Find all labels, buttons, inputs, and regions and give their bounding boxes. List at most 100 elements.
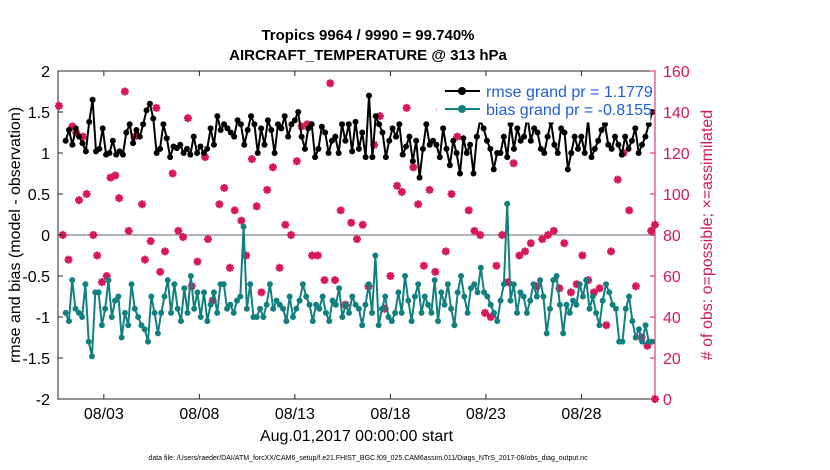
bias-point	[171, 281, 178, 288]
rmse-point	[622, 133, 629, 140]
bias-point	[131, 305, 138, 312]
bias-point	[586, 305, 593, 312]
obs-count-marker	[64, 255, 73, 264]
obs-dot	[443, 249, 449, 254]
rmse-point	[423, 121, 430, 128]
obs-dot	[645, 343, 650, 348]
rmse-point	[79, 140, 86, 147]
bias-point	[395, 289, 402, 296]
obs-count-marker	[225, 263, 234, 272]
rmse-point	[298, 133, 305, 140]
obs-count-marker	[287, 231, 296, 239]
rmse-point	[312, 154, 319, 161]
obs-dot	[122, 89, 128, 94]
rmse-point	[106, 150, 113, 156]
rmse-point	[150, 115, 157, 122]
rmse-point	[214, 113, 221, 120]
obs-dot	[185, 115, 191, 121]
rmse-point	[325, 150, 332, 156]
bias-point	[273, 297, 280, 304]
bias-point	[599, 297, 606, 304]
obs-dot	[217, 202, 222, 207]
rmse-point	[234, 117, 241, 124]
obs-count-marker	[425, 185, 434, 194]
left-y-tick-label: 0	[41, 228, 50, 245]
rmse-point	[177, 141, 184, 148]
obs-count-marker	[549, 226, 558, 235]
right-y-tick-label: 40	[663, 310, 681, 327]
rmse-point	[190, 133, 197, 140]
obs-count-marker	[120, 87, 129, 96]
obs-count-marker	[152, 103, 161, 112]
rmse-point	[487, 145, 494, 152]
rmse-point	[295, 109, 302, 115]
rmse-point	[342, 137, 349, 144]
obs-dot	[116, 195, 122, 201]
rmse-point	[396, 121, 403, 128]
bias-point	[543, 330, 550, 337]
rmse-point	[140, 121, 147, 128]
bias-point	[177, 318, 184, 325]
obs-dot	[648, 228, 654, 234]
bias-point	[128, 281, 135, 288]
bias-point	[369, 309, 376, 316]
rmse-point	[463, 150, 470, 156]
rmse-point	[605, 141, 612, 148]
obs-count-marker	[275, 263, 284, 272]
bias-point	[289, 314, 296, 320]
bias-point	[392, 309, 399, 316]
rmse-point	[598, 127, 605, 134]
bias-point	[240, 223, 247, 230]
bias-point	[62, 309, 69, 316]
obs-count-marker	[160, 247, 169, 256]
rmse-point	[595, 137, 602, 144]
bias-point	[402, 273, 409, 279]
legend-bias-label: bias grand pr = -0.8155	[486, 102, 652, 119]
obs-count-marker	[625, 206, 634, 215]
bias-point	[309, 318, 316, 325]
rmse-point	[504, 154, 511, 161]
rmse-point	[470, 170, 477, 177]
obs-dot	[615, 177, 620, 182]
data-file-footnote: data file: /Users/raeder/DAI/ATM_forcXX/…	[148, 455, 588, 462]
right-y-tick-label: 60	[663, 269, 681, 286]
obs-count-marker	[336, 206, 345, 215]
rmse-point	[197, 143, 204, 150]
rmse-point	[612, 133, 619, 140]
bias-point	[378, 305, 385, 312]
obs-dot	[113, 173, 118, 178]
bias-point	[207, 301, 214, 308]
bias-point	[75, 309, 82, 316]
bias-point	[388, 318, 395, 325]
obs-count-marker	[331, 276, 340, 285]
bias-point	[220, 281, 227, 288]
bias-point	[329, 297, 336, 304]
obs-dot	[104, 273, 109, 279]
bias-point	[454, 289, 461, 296]
rmse-point	[534, 129, 541, 136]
bias-point	[243, 305, 250, 312]
bias-point	[632, 334, 639, 341]
obs-dot	[411, 165, 416, 170]
rmse-point	[244, 127, 251, 134]
bias-point	[355, 305, 362, 312]
obs-dot	[170, 171, 175, 176]
bias-point	[227, 301, 234, 308]
bias-point	[72, 305, 79, 312]
bias-point	[573, 301, 580, 308]
rmse-point	[588, 154, 595, 161]
rmse-point	[352, 118, 359, 125]
bias-point	[286, 293, 293, 300]
rmse-point	[345, 121, 352, 128]
bias-point	[98, 322, 105, 329]
bias-point	[79, 314, 86, 320]
obs-count-marker	[54, 101, 63, 110]
obs-dot	[305, 122, 310, 127]
bias-point	[606, 289, 613, 296]
bias-point	[322, 309, 329, 316]
rmse-point	[210, 141, 217, 148]
rmse-point	[365, 92, 372, 99]
rmse-point	[430, 137, 437, 144]
bias-point	[642, 322, 649, 329]
obs-count-marker	[268, 163, 277, 172]
